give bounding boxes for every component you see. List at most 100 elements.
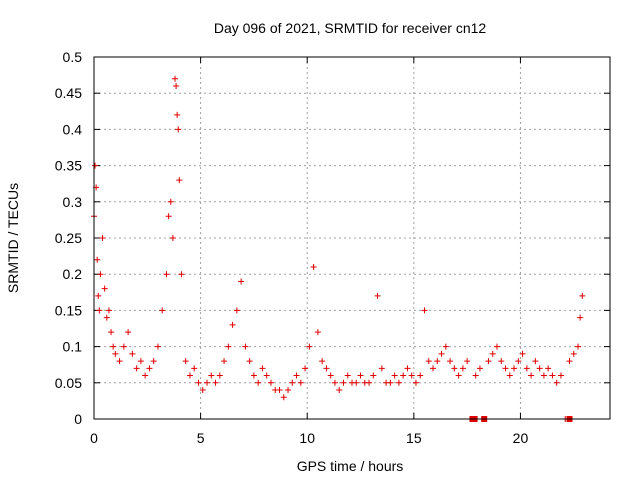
data-point (438, 350, 445, 357)
data-point (92, 162, 99, 169)
data-point (336, 387, 343, 394)
data-point (327, 372, 334, 379)
data-point (340, 379, 347, 386)
data-point (154, 343, 161, 350)
data-point (306, 343, 313, 350)
data-point (400, 372, 407, 379)
data-point (506, 372, 513, 379)
data-point (186, 372, 193, 379)
data-point (221, 358, 228, 365)
data-point (430, 365, 437, 372)
data-point (447, 358, 454, 365)
data-point (289, 379, 296, 386)
data-point (357, 372, 364, 379)
data-point (208, 372, 215, 379)
data-point (434, 358, 441, 365)
data-point (120, 343, 127, 350)
data-point (173, 82, 180, 89)
data-point (378, 365, 385, 372)
data-point (108, 329, 115, 336)
data-point (511, 365, 518, 372)
y-tick-label: 0.3 (63, 194, 83, 210)
data-point (515, 358, 522, 365)
data-point (485, 358, 492, 365)
data-point (163, 271, 170, 278)
data-point (263, 372, 270, 379)
data-point (575, 343, 582, 350)
data-point (96, 307, 103, 314)
data-point (195, 379, 202, 386)
data-point (374, 292, 381, 299)
data-point (165, 213, 172, 220)
data-point (319, 358, 326, 365)
data-point (302, 365, 309, 372)
y-tick-label: 0.2 (63, 266, 83, 282)
data-point (412, 379, 419, 386)
data-point (498, 358, 505, 365)
data-point (472, 372, 479, 379)
data-point (314, 329, 321, 336)
x-axis-title: GPS time / hours (297, 458, 404, 474)
data-point (204, 379, 211, 386)
data-point (528, 372, 535, 379)
y-axis-title: SRMTID / TECUs (5, 183, 21, 293)
data-point (174, 111, 181, 118)
y-tick-label: 0.05 (55, 375, 82, 391)
data-point (489, 350, 496, 357)
data-point (310, 263, 317, 270)
data-point (579, 292, 586, 299)
data-point (242, 343, 249, 350)
data-point (105, 307, 112, 314)
data-point (459, 365, 466, 372)
data-point (523, 365, 530, 372)
data-point (103, 314, 110, 321)
data-point (280, 394, 287, 401)
data-point (97, 271, 104, 278)
x-tick-label: 20 (513, 430, 529, 446)
data-point (404, 365, 411, 372)
data-point (442, 343, 449, 350)
data-point (167, 198, 174, 205)
data-point (519, 350, 526, 357)
data-point (101, 285, 108, 292)
y-tick-label: 0.5 (63, 49, 83, 65)
data-point (176, 177, 183, 184)
data-point (199, 387, 206, 394)
data-point (566, 358, 573, 365)
data-point (570, 350, 577, 357)
data-point (216, 372, 223, 379)
x-tick-label: 5 (197, 430, 205, 446)
y-tick-label: 0.45 (55, 85, 82, 101)
data-point (95, 292, 102, 299)
data-point (229, 321, 236, 328)
y-tick-label: 0.35 (55, 158, 82, 174)
data-point (150, 358, 157, 365)
data-point (451, 365, 458, 372)
data-point (146, 365, 153, 372)
data-point (129, 350, 136, 357)
y-tick-label: 0.1 (63, 339, 83, 355)
x-tick-label: 10 (299, 430, 315, 446)
y-tick-label: 0.25 (55, 230, 82, 246)
data-point (99, 235, 106, 241)
data-point (233, 307, 240, 314)
data-point (532, 358, 539, 365)
data-point (169, 235, 176, 241)
data-point (250, 372, 257, 379)
data-point (297, 379, 304, 386)
data-point (125, 329, 132, 336)
data-point (116, 358, 123, 365)
x-tick-label: 15 (406, 430, 422, 446)
data-point (276, 387, 283, 394)
data-point (540, 372, 547, 379)
data-point (344, 372, 351, 379)
y-tick-label: 0 (74, 411, 82, 427)
data-point (255, 379, 262, 386)
data-point (536, 365, 543, 372)
data-point (545, 365, 552, 372)
data-point (259, 365, 266, 372)
data-point (178, 271, 185, 278)
x-tick-label: 0 (90, 430, 98, 446)
